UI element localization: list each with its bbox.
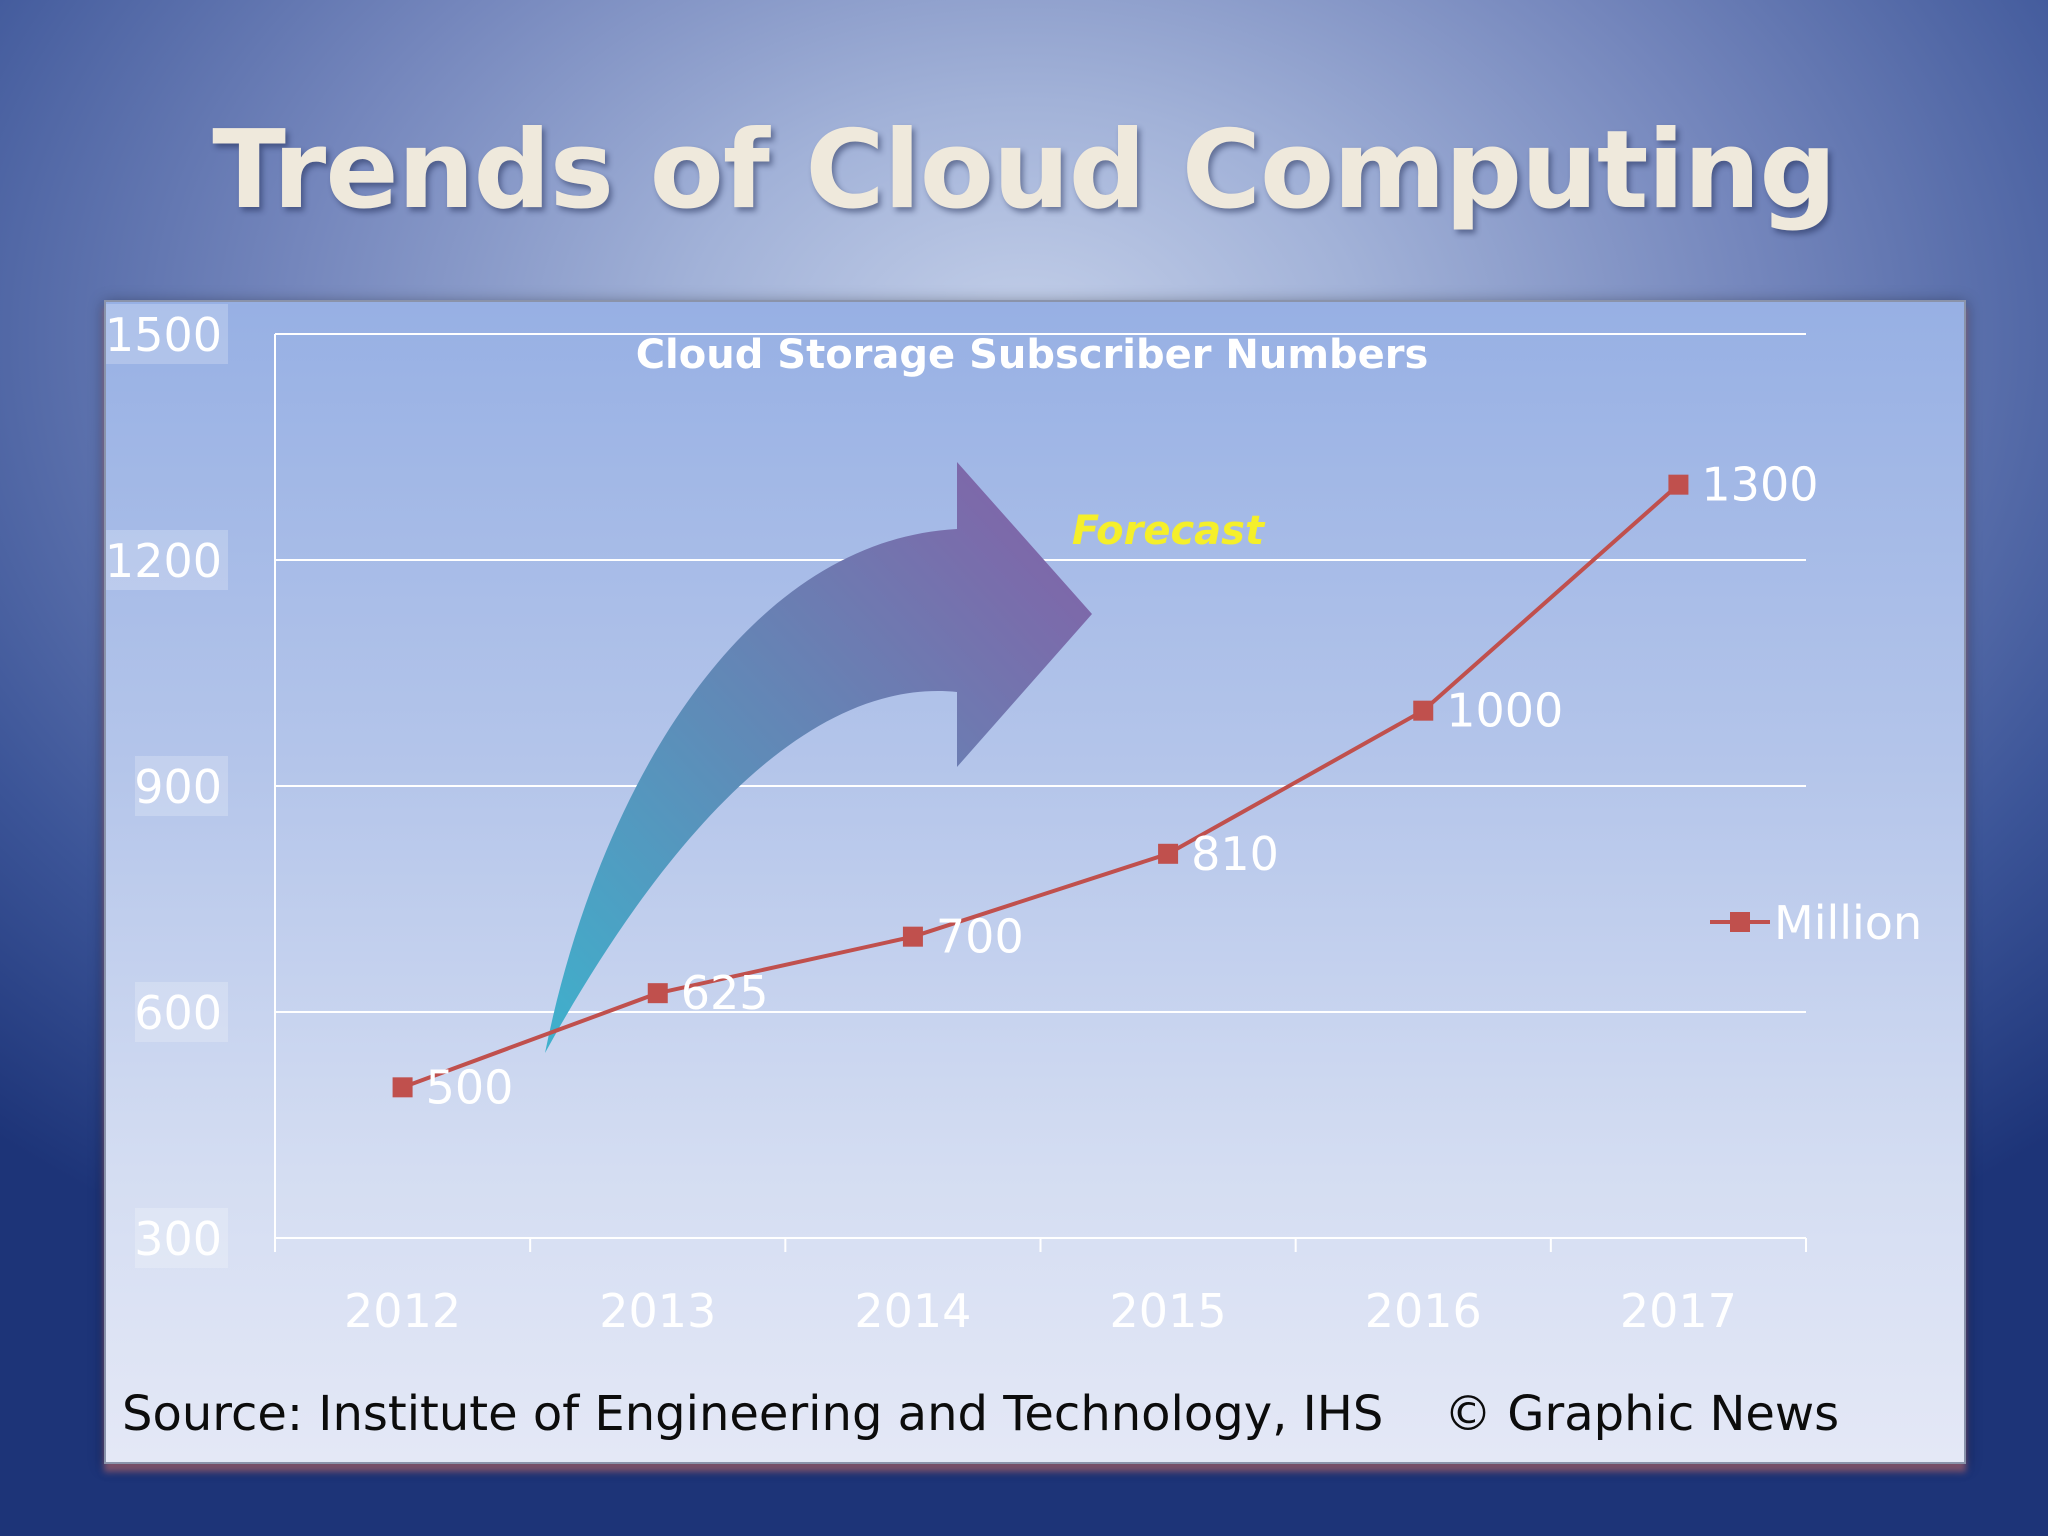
data-label: 625 — [681, 966, 769, 1020]
source-note: Source: Institute of Engineering and Tec… — [122, 1386, 1384, 1442]
x-tick-label: 2013 — [599, 1284, 716, 1338]
y-tick-label: 1200 — [105, 534, 222, 588]
y-tick-bg — [106, 304, 228, 364]
data-label: 810 — [1191, 827, 1279, 881]
x-tick-label: 2014 — [854, 1284, 971, 1338]
axes: 300 600 900 1200 1500 2012 2013 2014 2015 2016 201… — [105, 304, 1807, 1338]
chart-title: Cloud Storage Subscriber Numbers — [636, 332, 1429, 378]
y-tick-label: 900 — [134, 760, 222, 814]
data-point — [647, 983, 668, 1004]
series-line — [401, 483, 1680, 1090]
slide-title: Trends of Cloud Computing — [212, 108, 1836, 233]
data-point — [902, 926, 923, 947]
legend: Million — [1710, 896, 1922, 950]
y-tick-bg — [135, 982, 228, 1042]
data-label: 1300 — [1701, 458, 1818, 512]
x-tick-label: 2015 — [1110, 1284, 1227, 1338]
chart-panel — [104, 300, 1966, 1464]
data-point — [392, 1077, 413, 1098]
data-label: 500 — [426, 1060, 514, 1114]
y-tick-label: 300 — [134, 1212, 222, 1266]
x-tick-label: 2016 — [1365, 1284, 1482, 1338]
data-point — [1413, 700, 1434, 721]
series-million — [392, 474, 1689, 1098]
x-tick-label: 2012 — [344, 1284, 461, 1338]
gridlines — [275, 333, 1806, 1239]
legend-marker — [1730, 912, 1750, 932]
y-tick-label: 600 — [134, 986, 222, 1040]
copyright-note: © Graphic News — [1444, 1386, 1840, 1442]
data-labels: 500 625 700 810 1000 1300 — [426, 458, 1819, 1115]
data-label: 1000 — [1446, 684, 1563, 738]
data-label: 700 — [936, 910, 1024, 964]
y-tick-label: 1500 — [105, 308, 222, 362]
forecast-arrow — [545, 462, 1092, 1053]
y-tick-bg — [106, 530, 228, 590]
x-tick-label: 2017 — [1620, 1284, 1737, 1338]
y-tick-bg — [135, 1208, 228, 1268]
data-point — [1158, 843, 1179, 864]
forecast-label: Forecast — [1072, 508, 1266, 554]
y-tick-bg — [135, 756, 228, 816]
legend-label: Million — [1774, 896, 1922, 950]
data-point — [1668, 474, 1689, 495]
